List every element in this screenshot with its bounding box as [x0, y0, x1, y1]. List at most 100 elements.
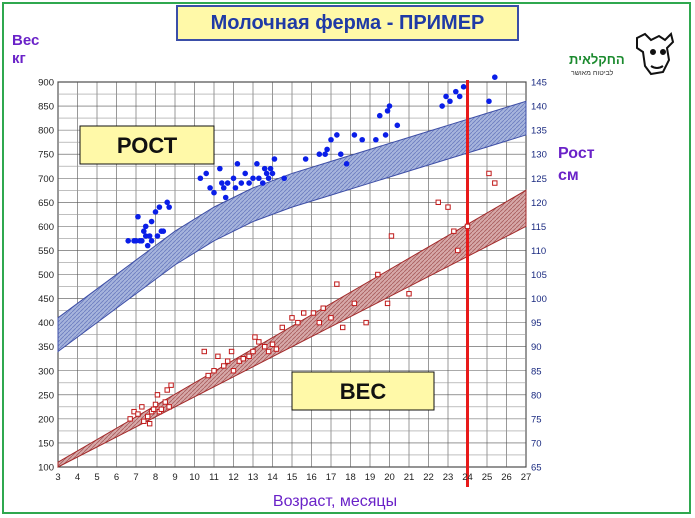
weight-point	[215, 353, 221, 360]
weight-point	[451, 228, 457, 234]
height-point	[259, 180, 266, 186]
weight-point	[141, 418, 147, 424]
x-tick-label: 18	[345, 472, 356, 483]
x-axis-title: Возраст, месяцы	[200, 493, 470, 511]
weight-point	[328, 315, 334, 321]
weight-point	[228, 348, 235, 355]
x-tick-label: 22	[423, 472, 434, 483]
height-point	[224, 180, 231, 186]
height-point	[141, 228, 147, 234]
x-tick-label: 5	[94, 472, 99, 483]
weight-point	[334, 281, 340, 287]
weight-point	[135, 411, 141, 417]
height-point	[142, 233, 149, 239]
weight-point	[262, 343, 268, 350]
x-tick-label: 12	[228, 472, 239, 483]
weight-point	[384, 300, 391, 307]
weight-point	[224, 358, 231, 364]
y-left-axis-title-text: Вес кг	[12, 32, 40, 67]
height-point	[263, 170, 270, 177]
x-tick-label: 8	[153, 472, 158, 483]
y-left-tick-label: 600	[38, 222, 54, 233]
weight-point	[252, 334, 258, 340]
y-right-tick-label: 135	[531, 126, 547, 137]
weight-label-box: ВЕС	[291, 371, 435, 411]
weight-point	[455, 247, 461, 254]
weight-point	[406, 291, 412, 297]
weight-point	[162, 399, 168, 405]
weight-point	[230, 368, 237, 374]
height-point	[337, 151, 344, 157]
height-point	[166, 204, 172, 210]
y-left-tick-label: 450	[38, 294, 54, 305]
x-tick-label: 16	[306, 472, 317, 483]
height-point	[220, 185, 227, 191]
weight-points	[127, 170, 498, 427]
height-point	[135, 213, 141, 220]
height-point	[197, 175, 204, 182]
x-tick-label: 19	[365, 472, 376, 483]
weight-point	[205, 372, 211, 379]
height-point	[456, 93, 463, 100]
y-right-tick-label: 100	[531, 294, 547, 305]
height-point	[271, 156, 278, 162]
y-right-tick-label: 110	[531, 246, 546, 257]
bands	[57, 100, 527, 468]
weight-point	[139, 404, 145, 410]
weight-point	[388, 233, 395, 239]
height-point	[246, 180, 252, 186]
y-left-tick-label: 800	[38, 126, 54, 137]
height-point	[232, 185, 239, 191]
height-point	[164, 199, 170, 206]
x-tick-label: 17	[326, 472, 337, 483]
weight-point	[127, 416, 133, 422]
y-left-tick-label: 250	[38, 390, 54, 401]
height-point	[160, 228, 167, 234]
weight-point	[201, 348, 207, 355]
weight-point	[273, 346, 280, 352]
height-point	[447, 98, 453, 105]
weight-point	[310, 310, 317, 316]
y-right-tick-label: 125	[531, 174, 547, 185]
height-point	[261, 165, 268, 172]
y-left-tick-label: 750	[38, 150, 54, 161]
y-right-tick-label: 115	[531, 222, 546, 233]
weight-point	[340, 324, 346, 331]
height-point	[207, 185, 213, 191]
weight-point	[375, 271, 381, 278]
x-tick-label: 11	[209, 472, 219, 483]
height-point	[265, 175, 272, 182]
company-logo: החקלאית לביטוח מאושר	[567, 30, 677, 80]
height-point	[460, 84, 467, 90]
weight-point	[363, 319, 369, 326]
height-point	[142, 223, 149, 230]
logo-text-sub: לביטוח מאושר	[571, 69, 614, 77]
height-point	[133, 238, 139, 244]
height-point	[217, 165, 223, 172]
y-right-tick-label: 145	[531, 78, 547, 89]
y-right-tick-label: 95	[531, 318, 542, 329]
weight-point	[351, 300, 358, 307]
x-tick-label: 4	[75, 472, 80, 483]
x-tick-label: 14	[267, 472, 278, 483]
height-point	[492, 74, 498, 80]
weight-point	[211, 368, 217, 374]
y-left-tick-labels: 100 150 200 250 300 350 400 450 500 550 600 650 700 7…	[38, 78, 54, 474]
page-title-text: Молочная ферма - ПРИМЕР	[210, 11, 485, 34]
weight-point	[295, 319, 301, 326]
y-right-axis-title-text: Рост см	[558, 145, 595, 184]
weight-point	[152, 401, 159, 408]
height-point	[439, 103, 445, 109]
height-point	[238, 180, 245, 186]
x-tick-label: 15	[287, 472, 298, 483]
height-point	[152, 209, 159, 215]
height-point	[234, 161, 241, 167]
weight-point	[158, 406, 165, 412]
y-right-tick-label: 130	[531, 150, 547, 161]
y-right-tick-label: 80	[531, 390, 542, 401]
height-point	[250, 175, 256, 182]
height-point	[386, 103, 393, 109]
height-point	[230, 175, 237, 182]
logo-text-main: החקלאית	[569, 52, 625, 67]
y-left-tick-label: 200	[38, 414, 54, 425]
